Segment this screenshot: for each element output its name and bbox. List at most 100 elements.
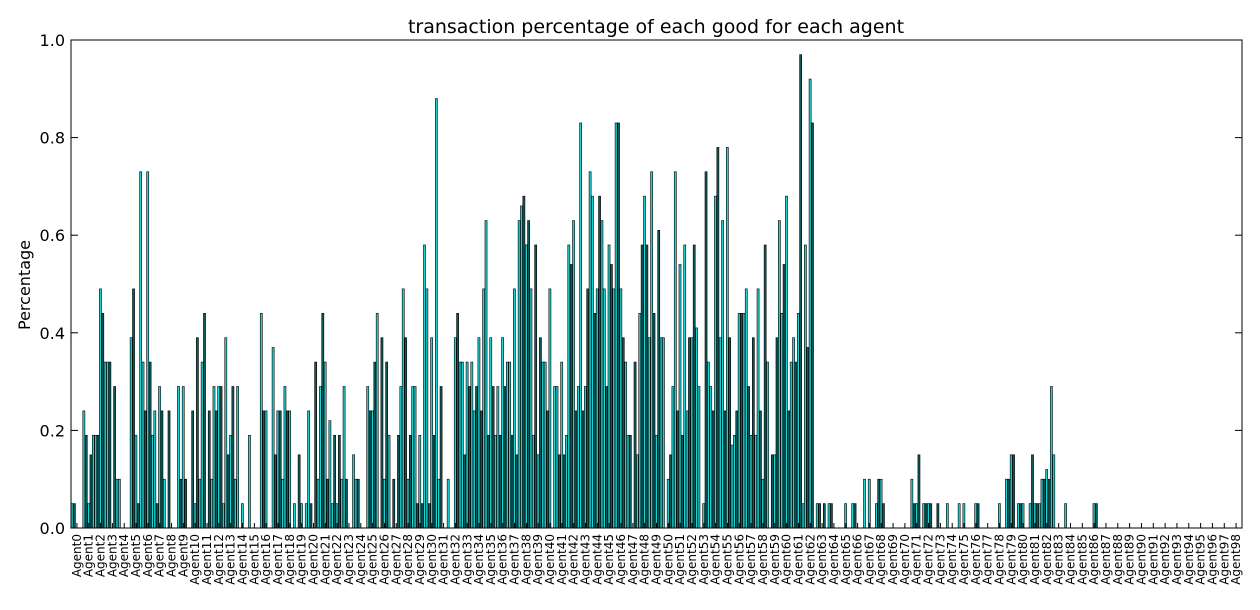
x-tick-label: Agent75 [957, 534, 971, 585]
bar-agent58-4 [766, 361, 769, 529]
bar-agent56-0 [733, 434, 736, 529]
bar-agent51-2 [678, 264, 682, 529]
x-tick-label: Agent96 [1205, 534, 1219, 585]
bar-agent21-4 [328, 420, 332, 529]
bar-agent34-1 [475, 386, 478, 529]
bar-agent20-0 [307, 410, 310, 529]
x-tick-label: Agent47 [626, 534, 640, 585]
bar-agent52-1 [688, 337, 691, 529]
x-tick-label: Agent51 [673, 534, 687, 585]
bar-agent25-1 [368, 410, 372, 529]
bar-agent46-3 [621, 337, 625, 529]
bar-agent10-3 [196, 337, 199, 529]
bar-agent59-3 [775, 337, 779, 529]
x-tick-label: Agent15 [247, 534, 261, 585]
x-tick-label: Agent19 [295, 534, 309, 585]
bar-agent50-3 [669, 454, 672, 529]
bar-agent54-1 [711, 410, 715, 529]
bar-agent50-2 [666, 478, 670, 529]
bar-agent47-0 [626, 434, 630, 529]
bar-agent28-4 [411, 386, 415, 529]
x-tick-label: Agent71 [910, 534, 924, 585]
bar-agent24-0 [354, 478, 358, 529]
bar-agent57-2 [749, 434, 753, 529]
bar-agent81-0 [1028, 503, 1032, 529]
bar-agent51-1 [676, 410, 679, 529]
bar-agent52-3 [692, 244, 696, 529]
bar-agent60-1 [782, 264, 786, 529]
bar-agent72-1 [924, 503, 928, 529]
x-tick-label: Agent53 [697, 534, 711, 585]
x-tick-label: Agent70 [898, 534, 912, 585]
bar-agent86-3 [1095, 503, 1098, 529]
bar-agent14-0 [236, 386, 239, 529]
bar-agent56-1 [735, 410, 739, 529]
x-tick-label: Agent43 [579, 534, 593, 585]
y-tick-label: 0.0 [40, 519, 65, 538]
bar-agent52-4 [695, 327, 698, 529]
bar-agent60-0 [780, 312, 784, 529]
bar-agent63-0 [815, 503, 819, 529]
bar-agent42-1 [569, 264, 573, 529]
x-tick-label: Agent35 [484, 534, 498, 585]
x-tick-label: Agent20 [306, 534, 320, 585]
x-tick-label: Agent36 [496, 534, 510, 585]
x-tick-label: Agent59 [768, 534, 782, 585]
bar-agent81-1 [1031, 454, 1034, 529]
x-tick-label: Agent4 [117, 534, 131, 577]
bar-agent9-3 [184, 478, 187, 529]
bar-agent41-3 [562, 454, 566, 529]
bar-agent20-4 [316, 478, 320, 529]
bar-agent50-0 [662, 337, 665, 529]
x-tick-label: Agent10 [188, 534, 202, 585]
bar-agent51-0 [673, 171, 677, 529]
bar-agent11-3 [207, 410, 211, 529]
x-tick-label: Agent79 [1004, 534, 1018, 585]
x-tick-label: Agent94 [1182, 534, 1196, 585]
bar-agent29-4 [423, 244, 426, 529]
bar-agent36-0 [496, 386, 500, 529]
bar-agent79-2 [1009, 454, 1013, 529]
y-tick-label: 1.0 [40, 31, 65, 50]
bar-agent42-2 [572, 220, 575, 529]
bar-agent17-2 [276, 410, 280, 529]
bar-agent3-1 [108, 361, 112, 529]
bar-agent41-0 [555, 386, 559, 529]
bar-agent61-4 [801, 503, 805, 529]
bar-agent21-1 [321, 312, 325, 529]
x-tick-label: Agent61 [791, 534, 805, 585]
x-tick-label: Agent32 [448, 534, 462, 585]
bar-agent32-3 [456, 312, 459, 529]
bar-agent43-2 [584, 386, 587, 529]
bar-agent43-4 [588, 171, 592, 529]
bar-agent24-1 [356, 478, 360, 529]
bar-agent63-1 [818, 503, 821, 529]
bar-agent35-3 [491, 386, 495, 529]
x-tick-label: Agent69 [886, 534, 900, 585]
bar-agent1-4 [91, 434, 95, 529]
bar-agent31-0 [437, 478, 441, 529]
bar-agent39-2 [536, 454, 540, 529]
x-tick-label: Agent76 [969, 534, 983, 585]
x-tick-label: Agent91 [1146, 534, 1160, 585]
bar-agent59-1 [770, 454, 774, 529]
bar-agent80-0 [1016, 503, 1020, 529]
x-tick-label: Agent45 [602, 534, 616, 585]
x-tick-label: Agent26 [377, 534, 391, 585]
x-tick-label: Agent28 [401, 534, 415, 585]
x-tick-label: Agent62 [803, 534, 817, 585]
y-axis-label: Percentage [15, 240, 34, 330]
bar-agent62-0 [804, 244, 807, 529]
bar-agent20-1 [309, 503, 313, 529]
bar-agent37-2 [513, 288, 516, 529]
x-ticks-group: Agent0Agent1Agent2Agent3Agent4Agent5Agen… [70, 523, 1243, 585]
x-tick-label: Agent18 [283, 534, 297, 585]
bar-agent45-2 [607, 244, 611, 529]
x-tick-label: Agent46 [614, 534, 628, 585]
x-tick-label: Agent48 [638, 534, 652, 585]
x-tick-label: Agent74 [945, 534, 959, 585]
bar-agent28-3 [408, 434, 412, 529]
bar-agent34-2 [477, 337, 481, 529]
x-tick-label: Agent86 [1087, 534, 1101, 585]
bar-agent18-4 [293, 503, 296, 529]
